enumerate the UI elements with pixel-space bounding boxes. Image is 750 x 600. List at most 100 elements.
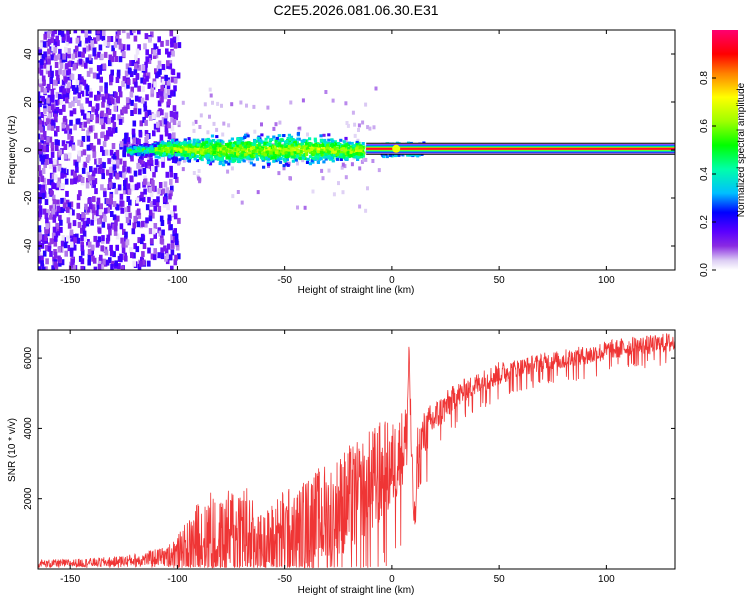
spectrogram-cell [38, 197, 42, 204]
spectrogram-cell [119, 223, 124, 230]
spectrogram-cell [96, 201, 100, 208]
spectrogram-cell [78, 85, 82, 92]
spectrogram-cell [326, 143, 330, 147]
spectrogram-cell [129, 145, 133, 149]
spectrogram-cell [209, 146, 213, 150]
spectrogram-cell [50, 70, 54, 77]
spectrogram-cell [177, 217, 181, 224]
spectrogram-cell [54, 62, 59, 68]
spectrogram-cell [221, 154, 225, 158]
spectrogram-cell [148, 209, 153, 216]
spectrogram-cell [218, 162, 222, 166]
spectrogram-cell [112, 50, 117, 57]
spectrogram-cell [111, 143, 116, 149]
spectrogram-cell [107, 109, 112, 115]
spectrogram-cell [177, 253, 181, 260]
spectrogram-cell [280, 138, 284, 142]
spectrogram-cell [54, 231, 59, 238]
spectrogram-cell [299, 150, 303, 153]
spectrogram-cell [130, 155, 134, 162]
spectrogram-cell [239, 136, 244, 140]
spectrogram-cell [336, 149, 341, 153]
spectrogram-cell [47, 245, 52, 252]
spectrogram-cell [157, 36, 161, 43]
spectrogram-cell [178, 145, 182, 149]
spectrogram-cell [80, 215, 85, 222]
spectrogram-cell [346, 123, 350, 128]
spectrogram-cell [43, 88, 47, 95]
spectrogram-cell [205, 138, 209, 142]
spectrogram-cell [117, 114, 121, 121]
spectrogram-cell [175, 239, 179, 246]
spectrogram-cell [141, 65, 146, 71]
spectrogram-cell [143, 43, 147, 50]
spectrogram-cell [152, 49, 157, 56]
spectrogram-cell [344, 138, 348, 143]
spectrogram-cell [38, 211, 40, 218]
spectrogram-cell [67, 68, 72, 75]
spectrogram-cell [170, 154, 174, 158]
spectrogram-cell [286, 163, 290, 167]
spectrogram-cell [272, 151, 277, 155]
spectrogram-cell [38, 77, 43, 84]
spectrogram-cell [308, 162, 312, 166]
spectrogram-cell [157, 147, 161, 150]
spectrogram-cell [43, 33, 47, 40]
spectrogram-cell [60, 206, 65, 213]
spectrogram-cell [93, 37, 97, 44]
spectrogram-cell [148, 186, 152, 193]
spectrogram-cell [55, 106, 60, 113]
spectrogram-cell [222, 159, 227, 163]
spectrogram-cell [80, 30, 85, 34]
spectrogram-cell [53, 113, 58, 120]
colorbar-tick-label: 0.2 [699, 215, 710, 229]
spectrogram-cell [167, 243, 171, 250]
spectrogram-cell [50, 89, 55, 95]
spectrogram-cell [246, 141, 250, 145]
colorbar-tick-label: 0.0 [699, 263, 710, 277]
spectrogram-cell [38, 233, 42, 240]
colorbar: 0.00.20.40.60.8 Normalized spectral ampl… [699, 30, 747, 277]
spectrogram-cell [148, 148, 152, 151]
spectrogram-cell [99, 118, 104, 125]
spectrogram-cell [127, 67, 132, 74]
spectrogram-cell [351, 154, 355, 158]
spectrogram-cell [260, 133, 264, 137]
spectrogram-cell [99, 76, 103, 83]
spectrogram-cell [351, 110, 355, 115]
spectrogram-cell [327, 133, 331, 137]
spectrogram-cell [141, 251, 145, 258]
spectrogram-cell [343, 164, 347, 169]
spectrogram-cell [147, 110, 152, 117]
spectrogram-cell [250, 155, 254, 159]
spectrogram-cell [80, 90, 85, 97]
spectrogram-cell [143, 105, 148, 112]
snr-x-ticks: -150 -100 -50 0 50 100 [60, 330, 615, 585]
spectrogram-cell [43, 108, 47, 115]
spectrogram-cell [248, 157, 252, 161]
snr-frame [37, 329, 676, 570]
spectrogram-cell [323, 142, 328, 146]
spectrogram-cell [215, 127, 219, 132]
spectrogram-cell [319, 156, 323, 160]
spectrogram-cell [324, 90, 328, 94]
spectrogram-cell [143, 144, 147, 148]
spectrogram-cell [228, 157, 232, 161]
spectrogram-cell [312, 156, 316, 160]
spectrogram-cell [63, 144, 68, 150]
spectrogram-cell [161, 141, 165, 145]
spectrogram-cell [64, 76, 68, 83]
spectrogram-cell [40, 157, 45, 164]
spectrogram-cell [101, 35, 106, 41]
spectrogram-cell [118, 158, 123, 165]
spectrogram-cell [236, 157, 240, 161]
spectrogram-cell [110, 260, 115, 267]
spectrogram-cell [67, 133, 71, 140]
spectrogram-cell [68, 37, 73, 44]
spectrogram-cell [207, 146, 211, 149]
y-tick-label: 2000 [23, 487, 34, 510]
y-tick-label: -40 [23, 238, 34, 253]
x-tick-label: 0 [389, 574, 395, 585]
spectrogram-cell [46, 209, 50, 216]
spectrogram-cell [72, 108, 77, 115]
